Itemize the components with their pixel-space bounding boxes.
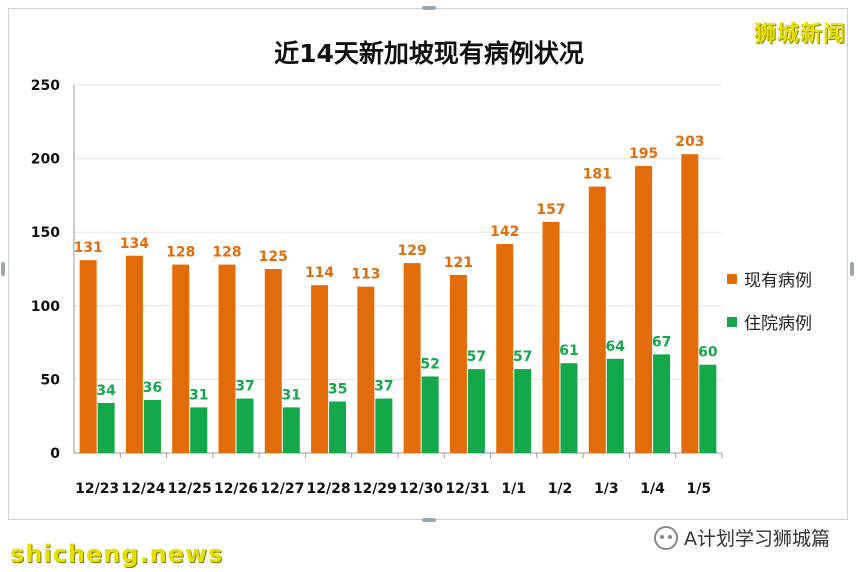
data-label: 36: [143, 380, 162, 396]
legend: 现有病例 住院病例: [727, 266, 812, 352]
bar-hospital: [97, 402, 115, 453]
data-label: 52: [420, 356, 439, 372]
data-label: 131: [74, 240, 103, 256]
data-label: 142: [490, 224, 519, 240]
y-tick-label: 150: [31, 225, 60, 241]
bar-hospital: [699, 364, 717, 453]
legend-label-hospital: 住院病例: [744, 314, 812, 334]
data-label: 57: [467, 349, 486, 365]
bar-hospital: [653, 354, 671, 453]
data-label: 121: [444, 255, 473, 271]
y-tick-label: 50: [41, 372, 61, 388]
data-label: 67: [652, 334, 671, 350]
x-tick-label: 1/4: [640, 481, 665, 497]
resize-handle-left[interactable]: [1, 262, 5, 276]
bar-hospital: [467, 369, 485, 453]
bar-current: [588, 186, 606, 453]
resize-handle-bottom[interactable]: [422, 518, 436, 522]
data-label: 195: [629, 146, 658, 162]
bar-hospital: [190, 407, 208, 453]
resize-handle-top[interactable]: [422, 6, 436, 10]
data-label: 134: [120, 236, 149, 252]
bar-hospital: [329, 401, 347, 453]
x-tick-label: 12/25: [168, 481, 212, 497]
resize-handle-right[interactable]: [850, 262, 854, 276]
source-account: A计划学习狮城篇: [654, 524, 830, 551]
bar-current: [496, 243, 514, 453]
x-tick-label: 12/30: [399, 481, 443, 497]
watermark-bottom: shicheng.news: [10, 540, 224, 568]
bar-hospital: [514, 369, 532, 453]
x-tick-label: 12/23: [75, 481, 119, 497]
legend-item-hospital: 住院病例: [727, 309, 812, 334]
data-label: 157: [536, 202, 565, 218]
legend-label-current: 现有病例: [744, 271, 812, 291]
y-tick-label: 100: [31, 299, 60, 315]
bar-current: [264, 269, 282, 453]
data-label: 125: [259, 249, 288, 265]
data-label: 181: [583, 167, 612, 183]
wechat-icon: [654, 525, 678, 550]
x-tick-label: 12/27: [260, 481, 304, 497]
x-tick-label: 1/2: [548, 481, 573, 497]
data-label: 61: [559, 343, 578, 359]
data-label: 114: [305, 265, 334, 281]
y-tick-label: 0: [50, 446, 60, 462]
x-tick-label: 12/28: [307, 481, 351, 497]
bar-hospital: [560, 363, 578, 453]
bar-hospital: [421, 376, 439, 453]
x-tick-label: 12/24: [121, 481, 165, 497]
bar-current: [635, 165, 653, 453]
bar-current: [357, 286, 375, 453]
bar-current: [79, 260, 97, 453]
bar-current: [403, 263, 421, 453]
x-tick-label: 1/5: [687, 481, 712, 497]
chart-title: 近14天新加坡现有病例状况: [274, 39, 584, 68]
data-label: 64: [606, 339, 626, 355]
data-label: 113: [351, 267, 380, 283]
source-account-label: A计划学习狮城篇: [684, 528, 830, 550]
data-label: 128: [212, 245, 241, 261]
data-label: 34: [96, 383, 116, 399]
bar-current: [125, 255, 143, 453]
bar-current: [311, 285, 329, 453]
data-label: 60: [698, 345, 718, 361]
x-tick-label: 12/31: [445, 481, 489, 497]
bar-current: [449, 274, 467, 453]
data-label: 31: [189, 387, 208, 403]
legend-swatch-current: [727, 273, 737, 284]
bar-current: [542, 221, 560, 453]
y-tick-label: 200: [31, 152, 60, 168]
data-label: 129: [398, 243, 427, 259]
bar-current: [172, 264, 190, 453]
legend-item-current: 现有病例: [727, 266, 812, 291]
x-tick-label: 1/1: [501, 481, 526, 497]
bar-hospital: [143, 400, 161, 453]
bar-hospital: [606, 358, 624, 453]
bar-hospital: [236, 398, 254, 453]
x-tick-label: 12/29: [353, 481, 397, 497]
bar-current: [218, 264, 236, 453]
bar-hospital: [282, 407, 300, 453]
data-label: 31: [282, 387, 301, 403]
x-tick-label: 12/26: [214, 481, 258, 497]
data-label: 203: [675, 134, 704, 150]
x-tick-label: 1/3: [594, 481, 619, 497]
data-label: 37: [235, 379, 254, 395]
bar-hospital: [375, 398, 393, 453]
data-label: 57: [513, 349, 532, 365]
watermark-top: 狮城新闻: [753, 22, 846, 47]
bar-current: [681, 154, 699, 453]
legend-swatch-hospital: [727, 316, 737, 327]
data-label: 37: [374, 379, 393, 395]
data-label: 128: [166, 245, 195, 261]
data-label: 35: [328, 381, 347, 397]
y-tick-label: 250: [31, 78, 60, 94]
